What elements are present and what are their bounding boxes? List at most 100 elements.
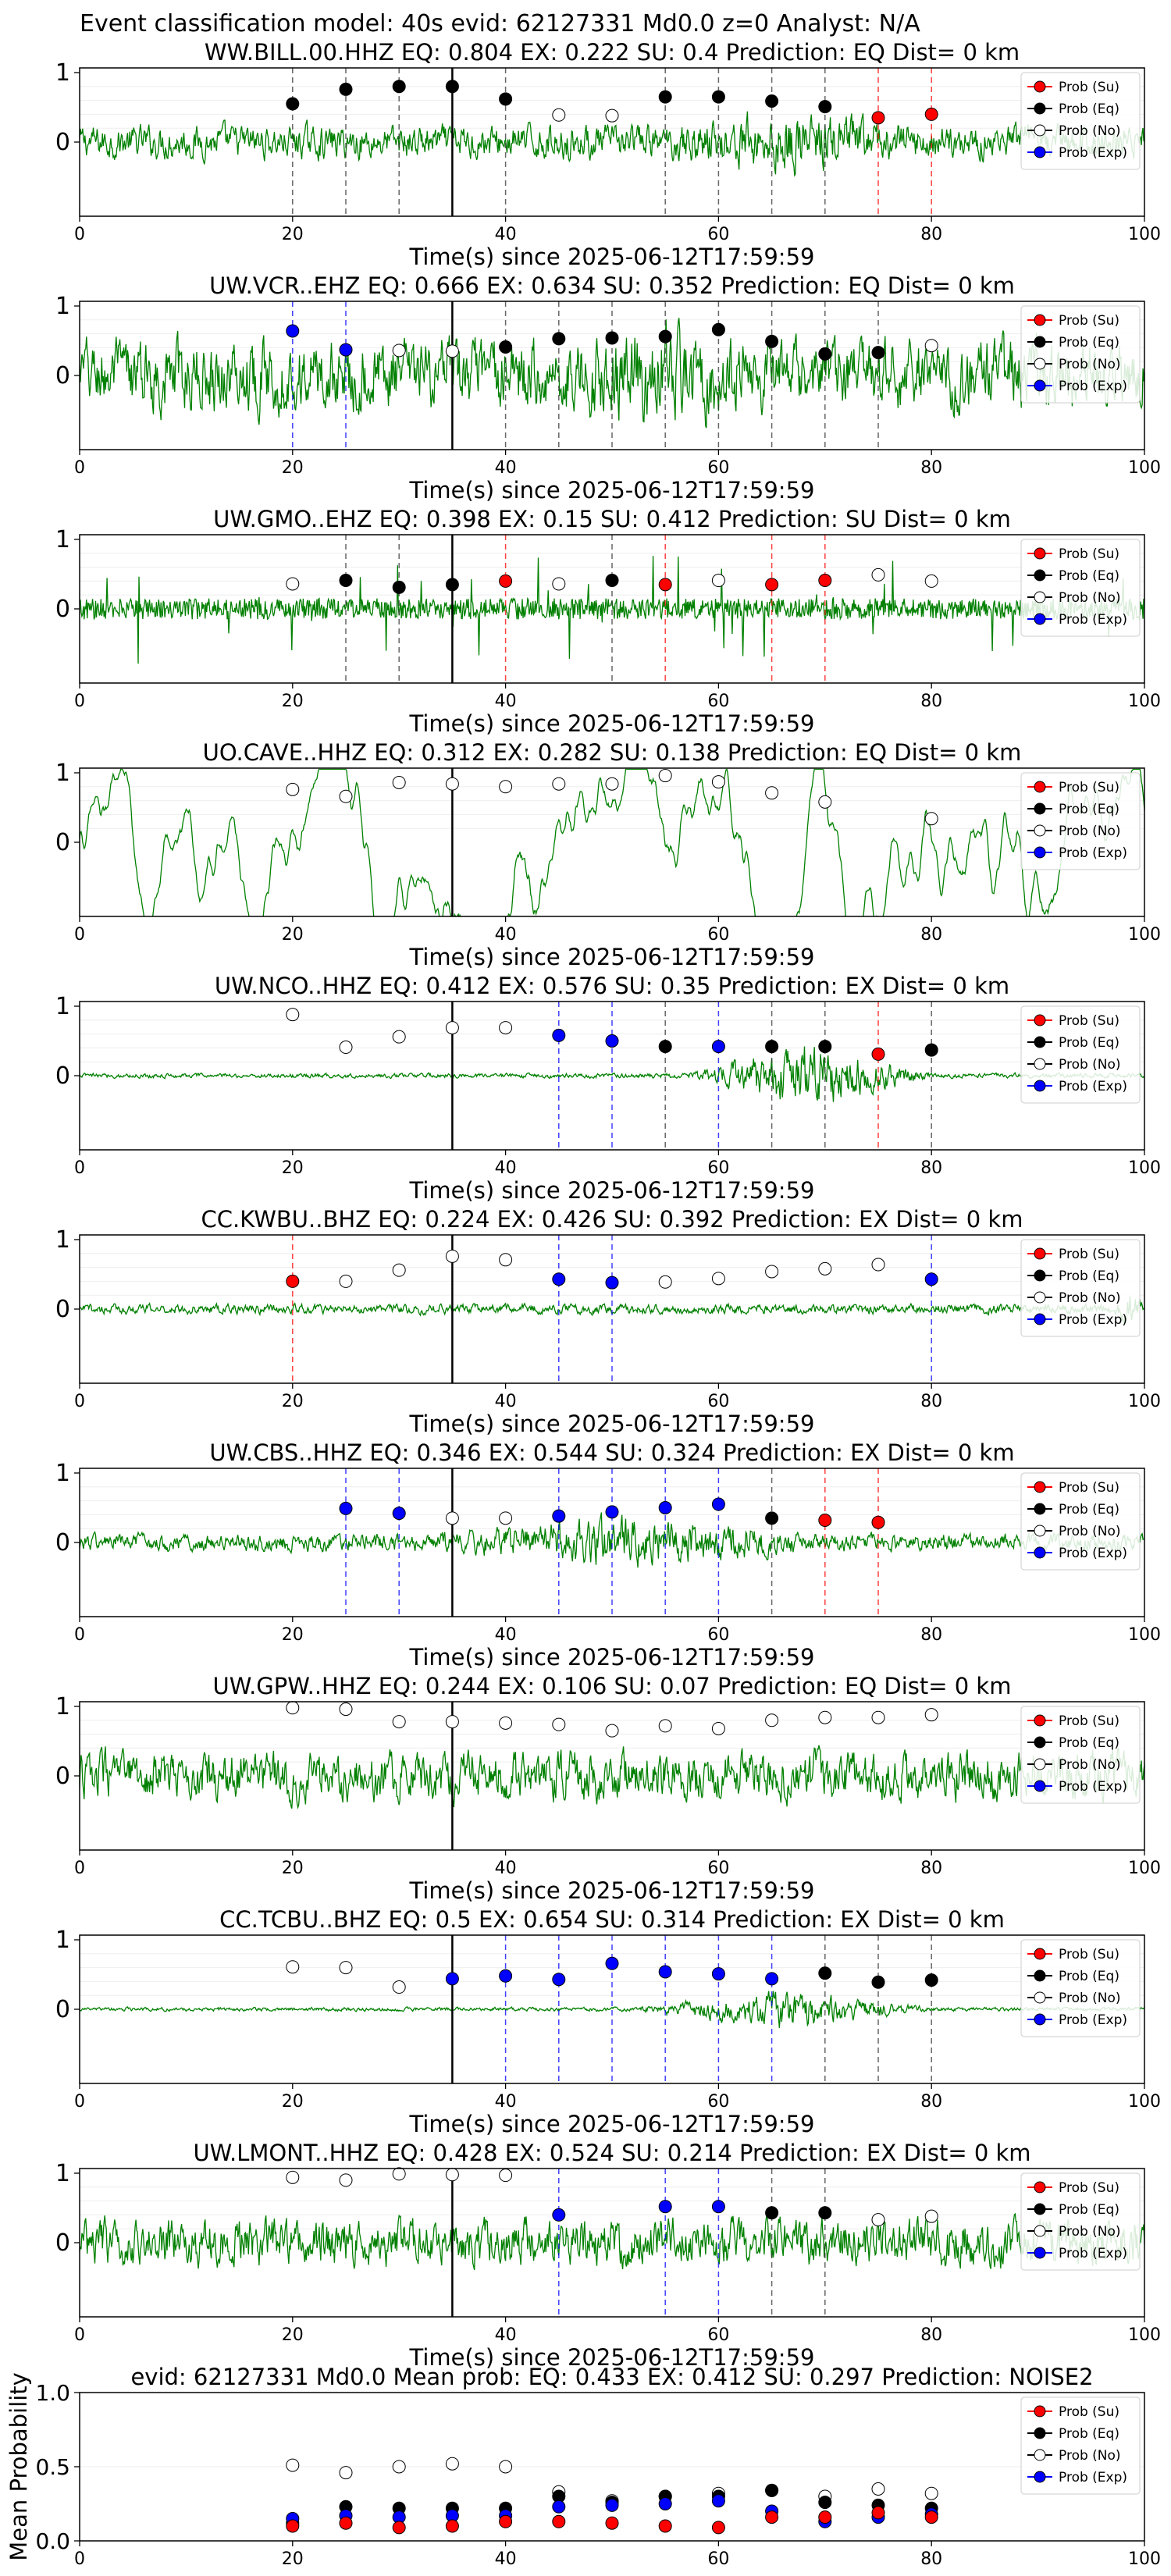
legend-marker-eq [1034, 802, 1046, 815]
legend-label: Prob (No) [1059, 2224, 1121, 2240]
legend-marker-no [1034, 2225, 1046, 2237]
legend-label: Prob (Su) [1059, 1947, 1119, 1962]
prob-marker-no [871, 1258, 885, 1272]
legend-marker-no [1034, 2449, 1046, 2461]
x-tick-label: 80 [920, 225, 942, 244]
prob-marker-exp [552, 1272, 566, 1286]
legend-label: Prob (No) [1059, 590, 1121, 606]
x-tick-label: 0 [74, 458, 85, 478]
prob-marker-no [339, 789, 353, 803]
legend-label: Prob (Exp) [1059, 2246, 1127, 2261]
prob-marker-eq [871, 1975, 885, 1989]
prob-marker-su [871, 1047, 885, 1061]
x-tick-label: 40 [495, 225, 517, 244]
prob-marker-exp [658, 1965, 672, 1979]
x-tick-label: 80 [920, 2092, 942, 2112]
legend-box [1020, 2172, 1141, 2271]
mean-prob-marker-su [339, 2516, 353, 2530]
mean-prob-marker-su [445, 2519, 459, 2533]
x-axis-label: Time(s) since 2025-06-12T17:59:59 [409, 1877, 815, 1904]
x-tick-label: 20 [282, 1392, 304, 1411]
x-tick-label: 0 [74, 1158, 85, 1178]
prob-marker-exp [711, 1497, 725, 1511]
station-panel: WW.BILL.00.HHZ EQ: 0.804 EX: 0.222 SU: 0… [55, 39, 1161, 270]
x-tick-label: 80 [920, 458, 942, 478]
prob-marker-no [445, 1511, 459, 1525]
prob-marker-no [392, 343, 406, 358]
y-tick-label: 1 [55, 1460, 70, 1487]
prob-marker-no [339, 1274, 353, 1288]
legend-label: Prob (Exp) [1059, 1312, 1127, 1328]
mean-prob-marker-su [392, 2521, 406, 2535]
prob-marker-no [818, 1261, 832, 1276]
waveform-trace [80, 2212, 1144, 2271]
prob-marker-exp [552, 1509, 566, 1523]
waveform-trace [80, 111, 1144, 177]
prob-marker-no [286, 1008, 300, 1022]
station-panel: UO.CAVE..HHZ EQ: 0.312 EX: 0.282 SU: 0.1… [55, 739, 1161, 970]
prob-marker-no [658, 769, 672, 783]
y-tick-label: 0 [55, 2229, 70, 2257]
station-panel: UW.VCR..EHZ EQ: 0.666 EX: 0.634 SU: 0.35… [55, 272, 1161, 503]
legend-label: Prob (Exp) [1059, 612, 1127, 628]
legend-label: Prob (Exp) [1059, 845, 1127, 861]
station-panel: UW.LMONT..HHZ EQ: 0.428 EX: 0.524 SU: 0.… [55, 2140, 1161, 2371]
prob-marker-no [445, 1249, 459, 1263]
x-axis-label: Time(s) since 2025-06-12T17:59:59 [409, 244, 815, 270]
prob-marker-no [392, 1263, 406, 1277]
prob-marker-eq [711, 322, 725, 336]
legend-label: Prob (Exp) [1059, 379, 1127, 394]
x-tick-label: 0 [74, 2549, 85, 2569]
x-tick-label: 80 [920, 1625, 942, 1645]
legend-marker-exp [1034, 1546, 1046, 1559]
x-tick-label: 100 [1128, 2092, 1161, 2112]
legend-marker-no [1034, 1525, 1046, 1537]
station-panels: WW.BILL.00.HHZ EQ: 0.804 EX: 0.222 SU: 0… [5, 39, 1161, 2569]
x-tick-label: 80 [920, 1158, 942, 1178]
x-tick-label: 40 [495, 1392, 517, 1411]
legend-label: Prob (Eq) [1059, 1035, 1119, 1051]
legend-marker-exp [1034, 613, 1046, 625]
prob-marker-su [924, 107, 938, 121]
x-tick-label: 40 [495, 925, 517, 945]
legend-marker-no [1034, 824, 1046, 837]
prob-marker-eq [605, 574, 619, 588]
prob-marker-no [286, 2170, 300, 2184]
prob-marker-no [339, 1703, 353, 1717]
legend-marker-no [1034, 124, 1046, 137]
waveform-trace [80, 1046, 1144, 1102]
prob-marker-eq [552, 332, 566, 346]
legend-label: Prob (Exp) [1059, 1079, 1127, 1094]
legend-label: Prob (Eq) [1059, 2426, 1119, 2442]
prob-marker-no [924, 339, 938, 353]
x-tick-label: 80 [920, 925, 942, 945]
legend-box [1020, 539, 1141, 637]
x-axis-label: Time(s) since 2025-06-12T17:59:59 [409, 1644, 815, 1670]
x-tick-label: 60 [707, 925, 729, 945]
prob-marker-exp [605, 1276, 619, 1290]
legend-label: Prob (Exp) [1059, 1779, 1127, 1795]
prob-marker-su [658, 578, 672, 592]
legend-box [1020, 1239, 1141, 1337]
mean-prob-marker-su [499, 2514, 513, 2528]
panel-title: UW.NCO..HHZ EQ: 0.412 EX: 0.576 SU: 0.35… [215, 973, 1009, 999]
panel-title: CC.KWBU..BHZ EQ: 0.224 EX: 0.426 SU: 0.3… [201, 1206, 1023, 1233]
legend-marker-su [1034, 80, 1046, 93]
x-tick-label: 40 [495, 1859, 517, 1878]
prob-marker-no [765, 1265, 779, 1279]
x-axis-label: Time(s) since 2025-06-12T17:59:59 [409, 1411, 815, 1437]
prob-marker-eq [392, 80, 406, 94]
prob-marker-no [445, 777, 459, 791]
prob-marker-exp [924, 1272, 938, 1286]
legend-marker-eq [1034, 1269, 1046, 1282]
mean-prob-marker-no [924, 2486, 938, 2500]
prob-marker-exp [286, 324, 300, 338]
prob-marker-no [765, 1713, 779, 1727]
x-tick-label: 100 [1128, 2549, 1161, 2569]
x-tick-label: 60 [707, 1392, 729, 1411]
x-axis-label: Time(s) since 2025-06-12T17:59:59 [409, 477, 815, 503]
prob-marker-su [765, 578, 779, 592]
x-tick-label: 60 [707, 2092, 729, 2112]
prob-marker-su [871, 1515, 885, 1529]
legend-label: Prob (No) [1059, 2448, 1121, 2464]
